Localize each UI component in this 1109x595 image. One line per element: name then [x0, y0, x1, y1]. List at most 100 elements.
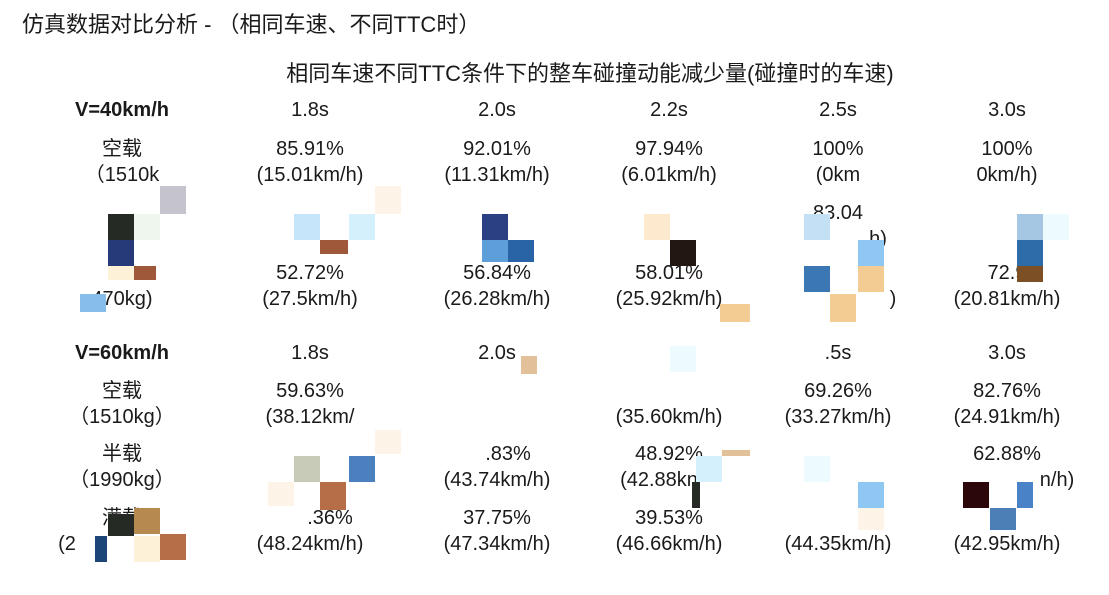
mosaic-block	[482, 214, 508, 240]
reduction-percent: 58.01%	[635, 262, 703, 284]
impact-speed: (38.12km/	[265, 406, 355, 428]
mosaic-block	[521, 356, 537, 374]
reduction-percent: 92.01%	[463, 138, 531, 160]
ttc-header-40-1: 1.8s	[291, 99, 329, 121]
mosaic-block	[108, 214, 134, 240]
impact-speed: (48.24km/h)	[256, 533, 364, 555]
impact-speed: n/h)	[1039, 469, 1075, 491]
mosaic-block	[692, 482, 700, 508]
mosaic-block	[670, 346, 696, 372]
result-cell: 56.84% (26.28km/h)	[412, 260, 582, 312]
ttc-header-60-4: .5s	[824, 342, 852, 364]
result-cell: .36% (48.24km/h)	[225, 505, 395, 557]
ttc-header-60-2: 2.0s	[478, 342, 516, 364]
result-cell: )	[753, 260, 923, 312]
load-name: 空载	[102, 138, 142, 160]
result-cell: 82.76% (24.91km/h)	[922, 378, 1092, 430]
mosaic-block	[134, 266, 156, 280]
reduction-percent: .36%	[307, 507, 353, 529]
impact-speed: (27.5km/h)	[262, 288, 358, 310]
speed-header-60: V=60km/h	[75, 342, 169, 364]
mosaic-block	[1017, 214, 1043, 240]
mosaic-block	[134, 508, 160, 534]
result-cell: (44.35km/h)	[753, 505, 923, 557]
load-mass: （1510kg）	[69, 406, 175, 428]
reduction-percent	[753, 260, 923, 286]
reduction-percent: 69.26%	[804, 380, 872, 402]
impact-speed: (42.95km/h)	[953, 533, 1061, 555]
result-cell: 58.01% (25.92km/h)	[584, 260, 754, 312]
mosaic-block	[108, 266, 134, 280]
impact-speed: 0km/h)	[976, 164, 1038, 186]
mosaic-block	[349, 456, 375, 482]
mosaic-block	[160, 186, 186, 214]
load-label: 470kg)	[37, 260, 207, 312]
result-cell: 92.01% (11.31km/h)	[412, 136, 582, 188]
mosaic-block	[160, 534, 186, 560]
load-name: 半载	[102, 443, 142, 465]
ttc-header-40-2: 2.0s	[478, 99, 516, 121]
mosaic-block	[508, 240, 534, 262]
mosaic-block	[134, 536, 160, 562]
impact-speed: (47.34km/h)	[443, 533, 551, 555]
result-cell: 83.04 h)	[753, 200, 923, 252]
load-label: 半载 （1990kg）	[37, 441, 207, 493]
reduction-percent	[753, 505, 923, 531]
load-mass: （1510k	[84, 164, 160, 186]
load-label: 空载 （1510kg）	[37, 378, 207, 430]
mosaic-block	[375, 186, 401, 214]
mosaic-block	[858, 266, 884, 292]
reduction-percent: 85.91%	[276, 138, 344, 160]
page-title: 仿真数据对比分析 - （相同车速、不同TTC时）	[22, 12, 481, 37]
ttc-header-40-4: 2.5s	[819, 99, 857, 121]
result-cell: 100% (0km	[753, 136, 923, 188]
mosaic-block	[134, 214, 160, 240]
mosaic-block	[830, 294, 856, 322]
mosaic-block	[696, 456, 722, 482]
result-cell: 97.94% (6.01km/h)	[584, 136, 754, 188]
reduction-percent: 48.92%	[635, 443, 703, 465]
reduction-percent: 52.72%	[276, 262, 344, 284]
result-cell: 69.26% (33.27km/h)	[753, 378, 923, 430]
mosaic-block	[1017, 240, 1043, 266]
reduction-percent: 83.04	[812, 202, 864, 224]
impact-speed: (26.28km/h)	[443, 288, 551, 310]
impact-speed: (0km	[815, 164, 861, 186]
speed-header-40: V=40km/h	[75, 99, 169, 121]
result-cell: 52.72% (27.5km/h)	[225, 260, 395, 312]
reduction-percent: 100%	[812, 138, 864, 160]
impact-speed: (35.60km/h)	[615, 406, 723, 428]
result-cell: 48.92% (42.88kn	[584, 441, 754, 493]
mosaic-block	[320, 482, 346, 510]
ttc-header-40-5: 3.0s	[988, 99, 1026, 121]
mosaic-block	[349, 214, 375, 240]
mosaic-block	[858, 240, 884, 266]
impact-speed: (46.66km/h)	[615, 533, 723, 555]
mosaic-block	[804, 266, 830, 292]
load-label: 空载 （1510k	[37, 136, 207, 188]
result-cell: (42.95km/h)	[922, 505, 1092, 557]
mosaic-block	[80, 294, 106, 312]
reduction-percent: .83%	[485, 443, 531, 465]
mosaic-block	[294, 456, 320, 482]
mosaic-block	[1017, 482, 1033, 508]
reduction-percent	[584, 378, 754, 404]
load-mass: (2	[58, 533, 76, 555]
impact-speed: h)	[869, 228, 887, 250]
reduction-percent: 39.53%	[635, 507, 703, 529]
impact-speed: (44.35km/h)	[784, 533, 892, 555]
mosaic-block	[670, 240, 696, 266]
mosaic-block	[963, 482, 989, 508]
impact-speed: (20.81km/h)	[953, 288, 1061, 310]
ttc-header-60-1: 1.8s	[291, 342, 329, 364]
mosaic-block	[804, 456, 830, 482]
table-title: 相同车速不同TTC条件下的整车碰撞动能减少量(碰撞时的车速)	[286, 61, 894, 86]
mosaic-block	[375, 430, 401, 454]
impact-speed: (43.74km/h)	[443, 469, 551, 491]
reduction-percent: 97.94%	[635, 138, 703, 160]
result-cell: (35.60km/h)	[584, 378, 754, 430]
mosaic-block	[804, 214, 830, 240]
impact-speed: (6.01km/h)	[621, 164, 717, 186]
mosaic-block	[95, 536, 107, 562]
impact-speed: (42.88kn	[620, 469, 698, 491]
